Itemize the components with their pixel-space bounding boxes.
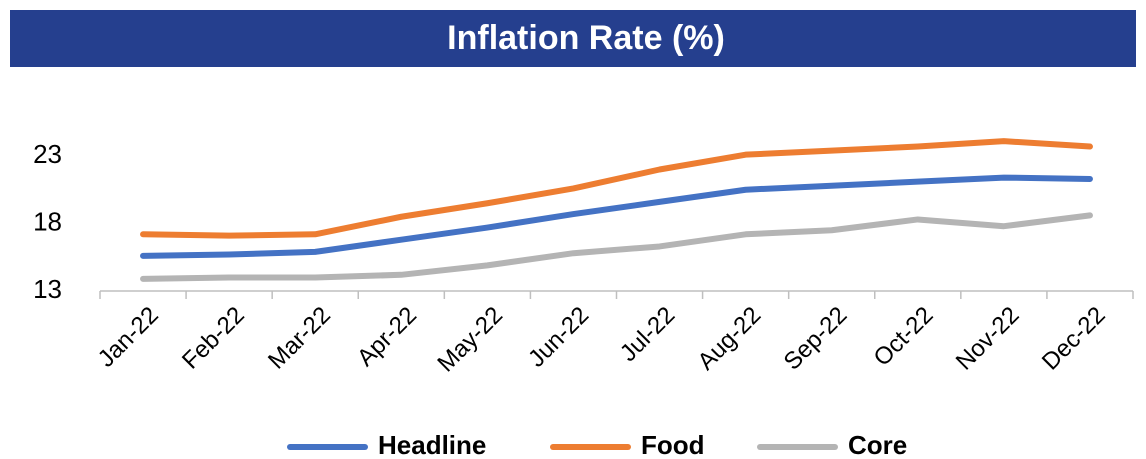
- x-tick-label: Jan-22: [93, 302, 164, 373]
- legend-label: Core: [848, 430, 907, 459]
- line-series: [140, 174, 1093, 259]
- x-tick-label: Jun-22: [523, 302, 594, 373]
- y-tick-label: 18: [33, 206, 62, 236]
- y-tick-label: 23: [33, 139, 62, 169]
- x-tick-label: Dec-22: [1037, 302, 1111, 376]
- line-series: [140, 212, 1093, 282]
- x-tick-label: Aug-22: [693, 302, 767, 376]
- x-tick-label: Feb-22: [177, 302, 250, 375]
- x-tick-label: Jul-22: [615, 302, 680, 367]
- x-tick-label: Nov-22: [951, 302, 1025, 376]
- x-tick-label: Apr-22: [352, 302, 422, 372]
- legend-label: Headline: [378, 430, 486, 459]
- x-tick-label: Mar-22: [263, 302, 336, 375]
- line-series: [140, 138, 1093, 239]
- title-banner: [10, 10, 1136, 67]
- x-tick-label: Sep-22: [779, 302, 853, 376]
- chart-title: Inflation Rate (%): [447, 19, 725, 57]
- y-tick-label: 13: [33, 274, 62, 304]
- x-tick-label: May-22: [432, 302, 508, 378]
- x-tick-label: Oct-22: [868, 302, 938, 372]
- legend-label: Food: [641, 430, 705, 459]
